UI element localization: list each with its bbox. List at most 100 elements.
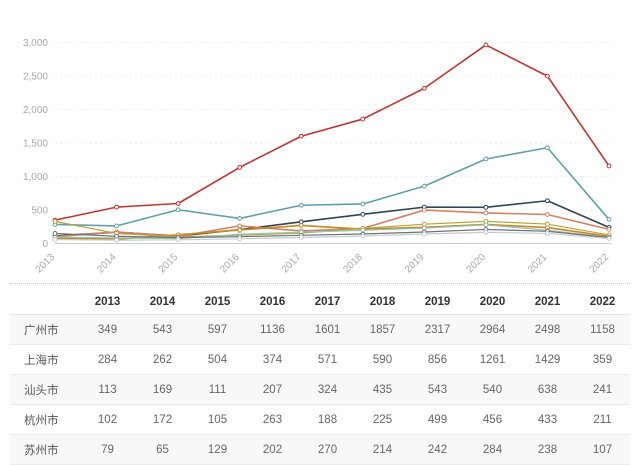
chart-data-point[interactable] <box>360 211 366 217</box>
table-cell-value: 169 <box>135 374 190 405</box>
table-cell-value: 284 <box>80 344 135 375</box>
table-row: 上海市 284 262 504 374 571 590 856 1261 1429 359 <box>10 344 630 375</box>
table-cell-value: 359 <box>575 344 630 375</box>
chart-data-point[interactable] <box>298 223 304 228</box>
chart-data-point[interactable] <box>483 42 489 48</box>
table-cell-value: 65 <box>135 434 190 465</box>
chart-data-point[interactable] <box>237 216 243 221</box>
chart-data-point[interactable] <box>421 207 427 213</box>
chart-data-point[interactable] <box>237 223 243 229</box>
chart-data-point[interactable] <box>360 201 366 207</box>
header-year-2018: 2018 <box>355 290 410 315</box>
chart-data-point[interactable] <box>483 204 489 210</box>
table-header-row: 2013 2014 2015 2016 2017 2018 2019 2020 2021 2022 <box>10 290 630 315</box>
x-axis-tick-label: 2013 <box>34 252 58 276</box>
table-cell-value: 504 <box>190 344 245 375</box>
table-cell-value: 1136 <box>245 314 300 345</box>
chart-data-point[interactable] <box>421 231 427 237</box>
x-axis-tick-label: 2017 <box>280 252 304 276</box>
chart-data-point[interactable] <box>175 237 181 243</box>
chart-data-point[interactable] <box>114 233 119 239</box>
chart-data-point[interactable] <box>175 207 181 213</box>
chart-data-point[interactable] <box>114 204 119 210</box>
header-year-2021: 2021 <box>520 290 575 315</box>
table-cell-value: 499 <box>410 404 465 435</box>
table-cell-value: 543 <box>410 374 465 405</box>
chart-data-point[interactable] <box>421 85 427 91</box>
chart-data-point[interactable] <box>545 145 550 151</box>
table-cell-value: 856 <box>410 344 465 375</box>
table-cell-value: 374 <box>245 344 300 375</box>
chart-data-point[interactable] <box>52 231 58 236</box>
chart-data-point[interactable] <box>360 116 366 122</box>
chart-line-series-0[interactable] <box>54 44 610 221</box>
table-row: 汕头市 113 169 111 207 324 435 543 540 638 241 <box>10 374 630 405</box>
chart-data-point[interactable] <box>606 217 612 222</box>
y-axis-tick-label: 1,500 <box>23 139 48 150</box>
chart-data-point[interactable] <box>360 233 366 239</box>
table-cell-value: 107 <box>575 434 630 465</box>
x-axis-tick-label: 2020 <box>464 252 488 276</box>
row-label-city: 上海市 <box>10 344 80 375</box>
chart-data-point[interactable] <box>545 212 550 217</box>
chart-data-point[interactable] <box>237 227 243 233</box>
y-axis-tick-label: 3,000 <box>23 38 48 49</box>
line-chart-canvas[interactable]: 0 500 1,000 1,500 2,000 2,500 3,000 2013 2014 201… <box>0 0 640 283</box>
table-cell-value: 2498 <box>520 314 575 345</box>
table-cell-value: 238 <box>520 434 575 465</box>
header-year-2015: 2015 <box>190 290 245 315</box>
chart-data-point[interactable] <box>421 221 427 227</box>
chart-data-point[interactable] <box>298 202 304 208</box>
row-label-city: 苏州市 <box>10 434 80 465</box>
table-cell-value: 1601 <box>300 314 355 345</box>
chart-line-series-6[interactable] <box>54 224 610 240</box>
chart-data-point[interactable] <box>237 236 243 242</box>
x-axis-tick-label: 2016 <box>218 252 242 276</box>
chart-data-point[interactable] <box>114 237 119 243</box>
table-cell-value: 188 <box>300 404 355 435</box>
table-cell-value: 456 <box>465 404 520 435</box>
table-cell-value: 1261 <box>465 344 520 375</box>
chart-line-series-8[interactable] <box>54 231 610 241</box>
table-cell-value: 211 <box>575 404 630 435</box>
chart-data-point[interactable] <box>360 227 366 233</box>
chart-data-point[interactable] <box>52 218 58 224</box>
table-cell-value: 207 <box>245 374 300 405</box>
table-cell-value: 1158 <box>575 314 630 345</box>
chart-data-point[interactable] <box>483 222 489 228</box>
chart-data-point[interactable] <box>52 237 58 242</box>
table-cell-value: 590 <box>355 344 410 375</box>
chart-line-series-1[interactable] <box>54 146 610 227</box>
table-cell-value: 242 <box>410 434 465 465</box>
trend-line-chart[interactable]: 0 500 1,000 1,500 2,000 2,500 3,000 2013 2014 201… <box>0 0 640 283</box>
table-cell-value: 111 <box>190 374 245 405</box>
city-yearly-table-section: 2013 2014 2015 2016 2017 2018 2019 2020 2021 2022… <box>0 284 640 465</box>
chart-line-series-3[interactable] <box>54 209 610 238</box>
chart-data-point[interactable] <box>298 133 304 139</box>
chart-data-point[interactable] <box>545 198 550 204</box>
chart-data-point[interactable] <box>545 73 550 79</box>
chart-data-point[interactable] <box>421 183 427 189</box>
chart-data-point[interactable] <box>483 156 489 162</box>
chart-data-point[interactable] <box>237 164 243 170</box>
row-label-city: 汕头市 <box>10 374 80 405</box>
table-cell-value: 2964 <box>465 314 520 345</box>
chart-data-point[interactable] <box>545 231 550 236</box>
chart-data-point[interactable] <box>545 221 550 227</box>
chart-data-point[interactable] <box>114 223 119 229</box>
chart-line-series-7[interactable] <box>54 228 610 239</box>
chart-data-point[interactable] <box>421 225 427 231</box>
chart-data-point[interactable] <box>175 201 181 206</box>
section-divider <box>10 283 630 284</box>
table-body: 广州市 349 543 597 1136 1601 1857 2317 2964 2498 1158… <box>10 314 630 465</box>
chart-data-point[interactable] <box>606 236 612 241</box>
x-axis-tick-label: 2018 <box>341 252 365 276</box>
chart-data-point[interactable] <box>483 229 489 235</box>
chart-data-point[interactable] <box>483 210 489 216</box>
chart-data-point[interactable] <box>298 235 304 240</box>
chart-data-point[interactable] <box>606 163 612 169</box>
x-axis-tick-label: 2021 <box>526 252 550 276</box>
header-city-column <box>10 290 80 315</box>
chart-data-point[interactable] <box>606 226 612 232</box>
